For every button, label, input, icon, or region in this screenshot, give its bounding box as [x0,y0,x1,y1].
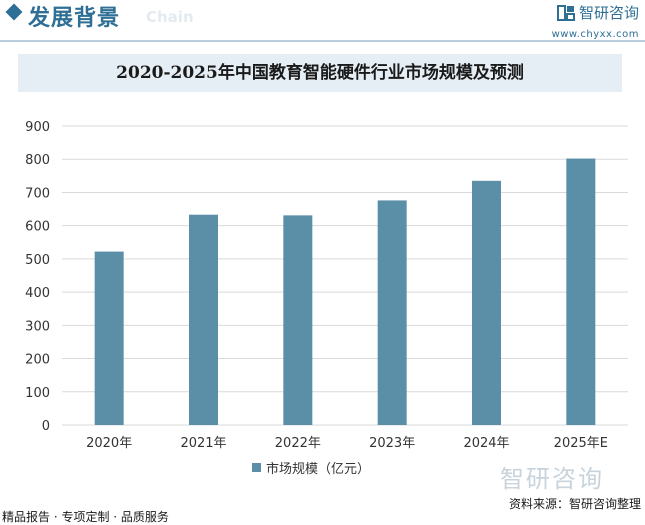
section-title: 发展背景 [28,6,121,31]
y-tick-label: 500 [25,253,50,268]
bar [566,158,596,425]
y-tick-label: 200 [25,353,50,368]
y-tick-label: 0 [42,419,50,434]
x-tick-label: 2021年 [180,436,226,451]
legend-label: 市场规模（亿元） [266,462,371,477]
x-tick-label: 2022年 [275,436,321,451]
x-tick-label: 2025年E [554,436,608,451]
brand-name: 智研咨询 [578,4,639,22]
y-tick-label: 400 [25,286,50,301]
y-tick-label: 100 [25,386,50,401]
y-tick-label: 600 [25,220,50,235]
data-source: 资料来源：智研咨询整理 [508,497,641,511]
header-bar: 发展背景 Chain 智研咨询 www.chyxx.com [0,0,645,40]
x-tick-label: 2023年 [369,436,415,451]
y-tick-label: 900 [25,120,50,135]
y-tick-label: 700 [25,186,50,201]
watermark-logo: 智研咨询 [500,465,604,493]
bar [377,200,407,425]
footer-tagline: 精品报告 · 专项定制 · 品质服务 [2,510,169,524]
chart-title: 2020-2025年中国教育智能硬件行业市场规模及预测 [116,63,524,83]
y-tick-label: 800 [25,153,50,168]
brand: 智研咨询 www.chyxx.com [552,2,639,40]
legend: 市场规模（亿元） [252,458,370,477]
x-tick-label: 2024年 [463,436,509,451]
section-subtitle: Chain [146,8,194,26]
chart-title-box: 2020-2025年中国教育智能硬件行业市场规模及预测 [18,54,622,92]
bar [472,180,501,425]
brand-url[interactable]: www.chyxx.com [551,29,639,40]
bar [189,214,218,425]
brand-logo-icon [556,4,575,21]
bar [94,251,124,425]
header-divider [0,40,645,42]
y-tick-label: 300 [25,319,50,334]
x-tick-label: 2020年 [86,436,132,451]
legend-swatch [252,463,261,472]
bar [283,215,313,425]
